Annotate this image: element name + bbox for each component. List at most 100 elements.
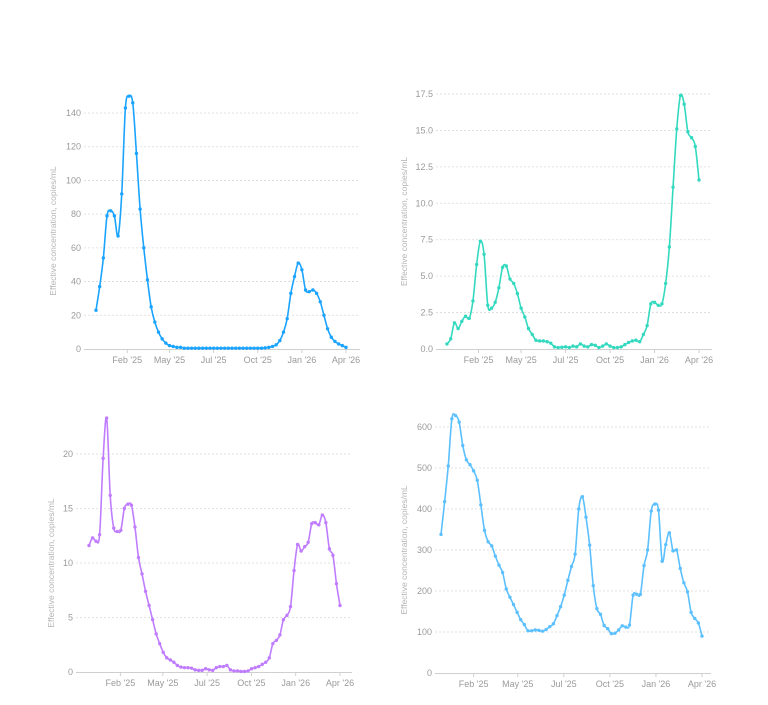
data-point[interactable] [207,668,211,672]
data-point[interactable] [678,93,683,98]
data-point[interactable] [131,101,135,105]
data-point[interactable] [327,547,332,551]
data-point[interactable] [626,340,631,345]
data-point[interactable] [573,552,577,556]
data-point[interactable] [533,628,537,632]
data-point[interactable] [645,323,649,328]
data-point[interactable] [97,532,102,537]
data-point[interactable] [638,340,642,344]
data-point[interactable] [105,214,109,218]
data-point[interactable] [606,627,610,631]
data-point[interactable] [597,345,601,350]
data-point[interactable] [529,629,534,633]
data-point[interactable] [631,593,635,597]
data-point[interactable] [186,346,190,350]
data-point[interactable] [456,326,460,331]
data-point[interactable] [697,178,701,182]
data-point[interactable] [508,595,512,599]
data-point[interactable] [667,245,672,249]
data-point[interactable] [235,669,240,673]
data-point[interactable] [671,185,675,189]
data-point[interactable] [101,256,106,260]
data-point[interactable] [526,629,530,633]
data-point[interactable] [288,604,293,609]
data-point[interactable] [123,106,128,110]
data-point[interactable] [586,345,590,349]
data-point[interactable] [515,610,519,615]
data-point[interactable] [544,627,548,632]
data-point[interactable] [641,332,646,337]
data-point[interactable] [164,341,168,345]
data-point[interactable] [149,305,153,309]
data-point[interactable] [226,346,231,350]
data-point[interactable] [333,339,337,344]
data-point[interactable] [122,506,127,511]
data-point[interactable] [313,520,317,525]
data-point[interactable] [310,522,314,526]
data-point[interactable] [278,633,282,637]
data-point[interactable] [497,286,501,290]
data-point[interactable] [589,342,594,347]
data-point[interactable] [120,192,124,196]
data-point[interactable] [511,602,516,607]
data-point[interactable] [150,617,155,622]
data-point[interactable] [446,464,450,468]
data-point[interactable] [549,341,553,345]
data-point[interactable] [678,566,682,571]
data-point[interactable] [109,209,113,213]
data-point[interactable] [317,523,321,527]
data-point[interactable] [267,656,271,660]
data-point[interactable] [700,634,704,638]
data-point[interactable] [504,587,508,591]
data-point[interactable] [457,420,461,424]
data-point[interactable] [225,663,229,668]
data-point[interactable] [296,261,300,265]
data-point[interactable] [241,346,245,350]
data-point[interactable] [675,127,679,131]
data-point[interactable] [179,665,183,669]
data-point[interactable] [482,252,486,256]
data-point[interactable] [674,548,679,552]
data-point[interactable] [537,628,541,633]
data-point[interactable] [540,629,545,633]
data-point[interactable] [234,346,238,350]
data-point[interactable] [619,345,623,349]
data-point[interactable] [471,299,475,303]
data-point[interactable] [571,344,575,348]
data-point[interactable] [653,502,657,506]
data-point[interactable] [232,669,236,673]
data-point[interactable] [126,502,130,506]
data-point[interactable] [142,246,146,250]
data-point[interactable] [237,346,242,350]
data-point[interactable] [87,543,91,548]
data-point[interactable] [609,631,614,636]
data-point[interactable] [693,144,697,149]
data-point[interactable] [608,344,612,348]
data-point[interactable] [116,234,120,238]
data-point[interactable] [523,315,527,319]
data-point[interactable] [587,543,592,547]
data-point[interactable] [490,544,494,548]
data-point[interactable] [497,563,501,567]
data-point[interactable] [189,666,194,670]
data-point[interactable] [193,668,197,672]
data-point[interactable] [522,622,527,627]
data-point[interactable] [604,342,609,346]
data-point[interactable] [292,568,296,573]
data-point[interactable] [566,578,570,583]
data-point[interactable] [320,513,325,517]
data-point[interactable] [584,515,588,519]
data-point[interactable] [474,262,479,267]
data-point[interactable] [295,542,300,547]
data-point[interactable] [274,343,278,347]
data-point[interactable] [442,499,447,504]
data-point[interactable] [208,346,212,350]
data-point[interactable] [445,342,449,346]
data-point[interactable] [660,559,664,563]
data-point[interactable] [334,582,339,586]
data-point[interactable] [567,345,571,350]
data-point[interactable] [449,337,453,341]
data-point[interactable] [278,338,282,343]
data-point[interactable] [453,413,458,418]
data-point[interactable] [307,289,311,294]
